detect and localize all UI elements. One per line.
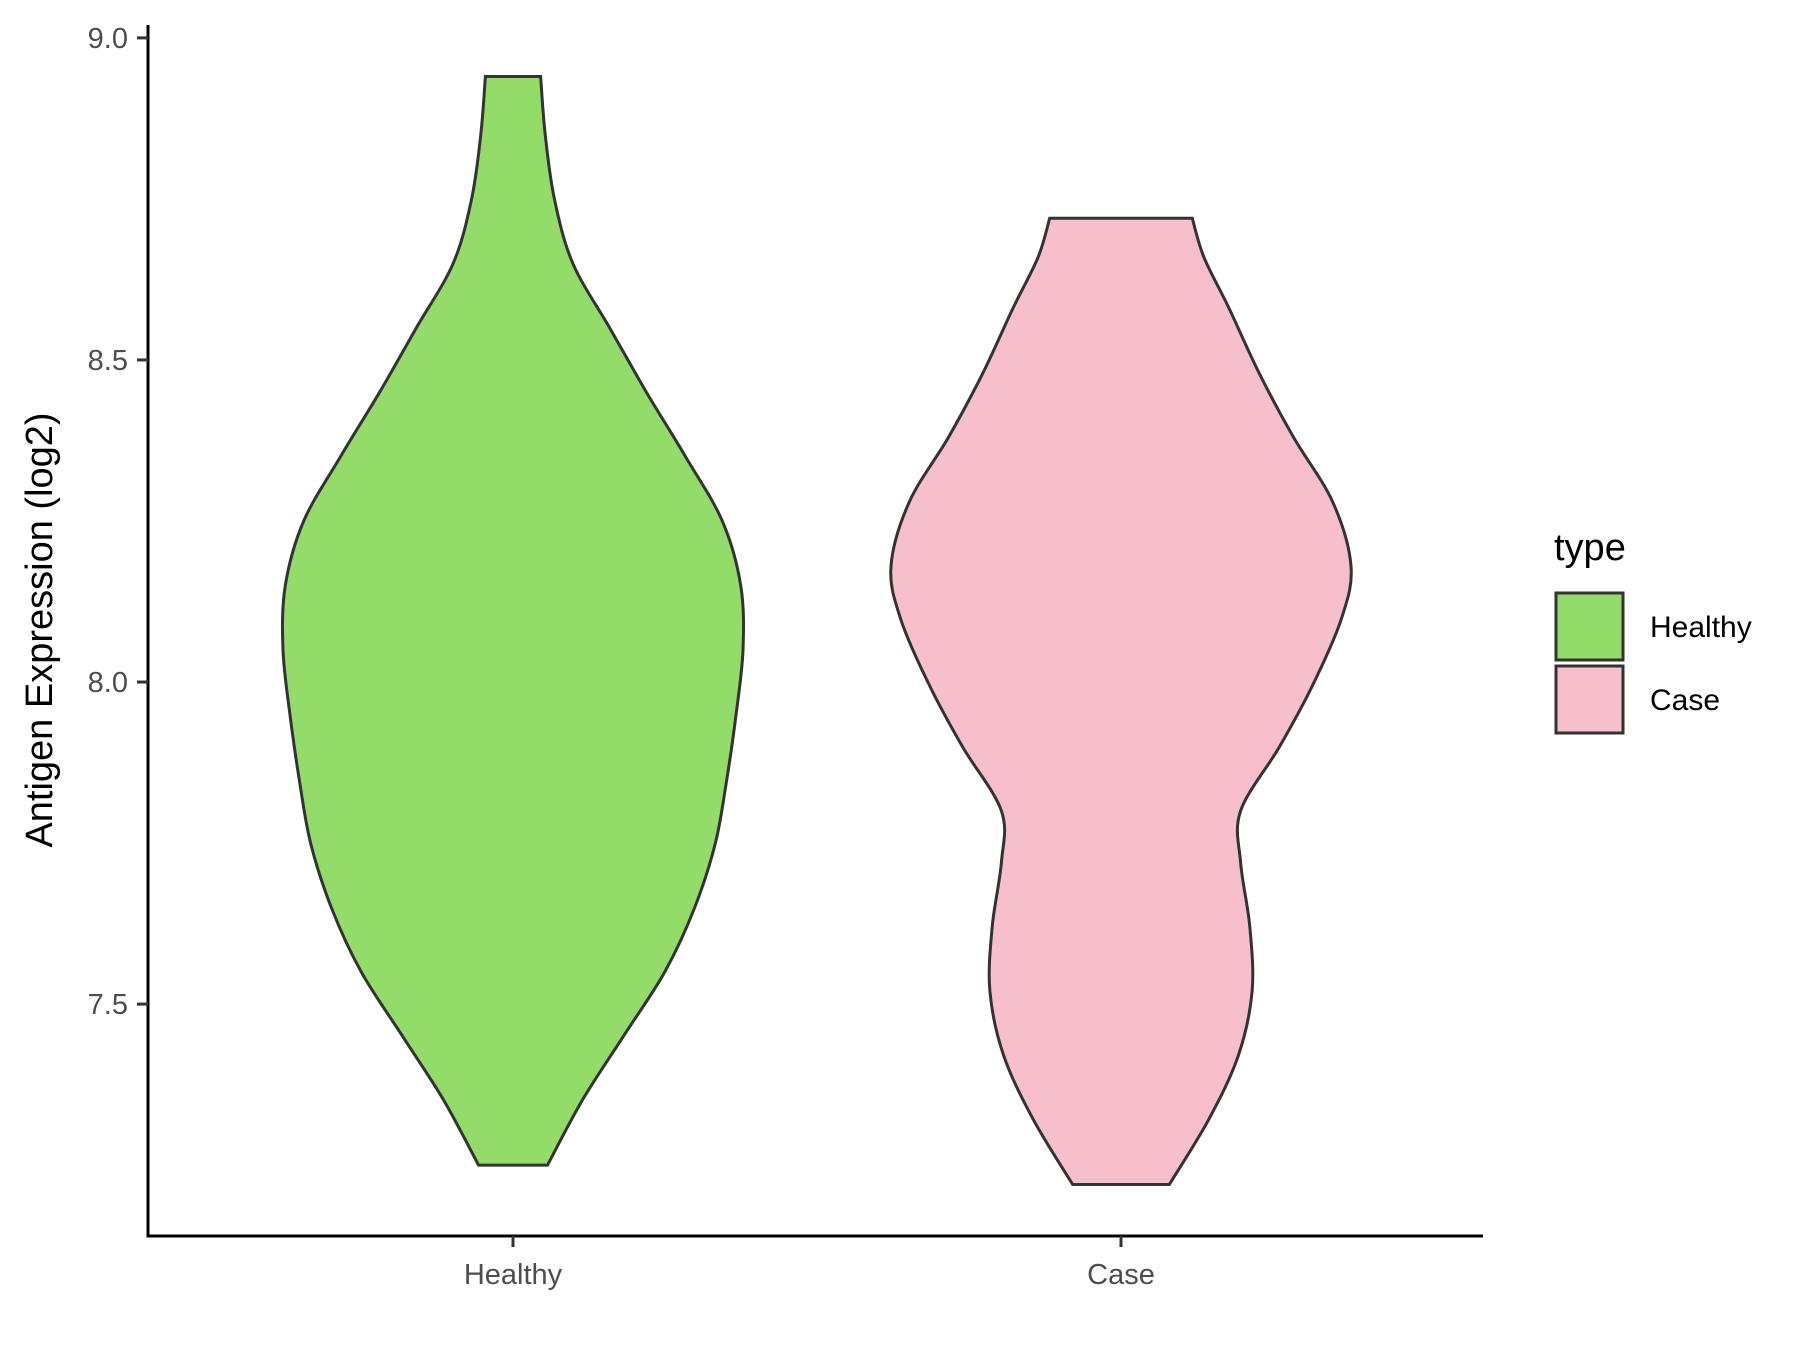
legend-swatch-healthy [1554,591,1625,662]
legend-swatch-case [1554,664,1625,735]
legend-title: type [1554,527,1626,569]
y-axis-ticks: 7.5 8.0 8.5 9.0 [88,23,148,1021]
y-tick-label: 9.0 [88,23,128,55]
legend: type Healthy Case [1554,527,1752,735]
legend-label-healthy: Healthy [1650,611,1752,644]
violin-healthy [280,75,746,1167]
violins-layer [280,75,1353,1186]
violin-case [889,216,1353,1186]
y-axis-title: Antigen Expression (log2) [19,412,61,847]
y-tick-label: 7.5 [88,989,128,1021]
y-tick-label: 8.0 [88,667,128,699]
x-tick-label: Case [1087,1259,1155,1291]
x-axis-ticks: Healthy Case [464,1236,1155,1291]
x-tick-label: Healthy [464,1259,563,1291]
y-tick-label: 8.5 [88,345,128,377]
legend-label-case: Case [1650,684,1720,717]
